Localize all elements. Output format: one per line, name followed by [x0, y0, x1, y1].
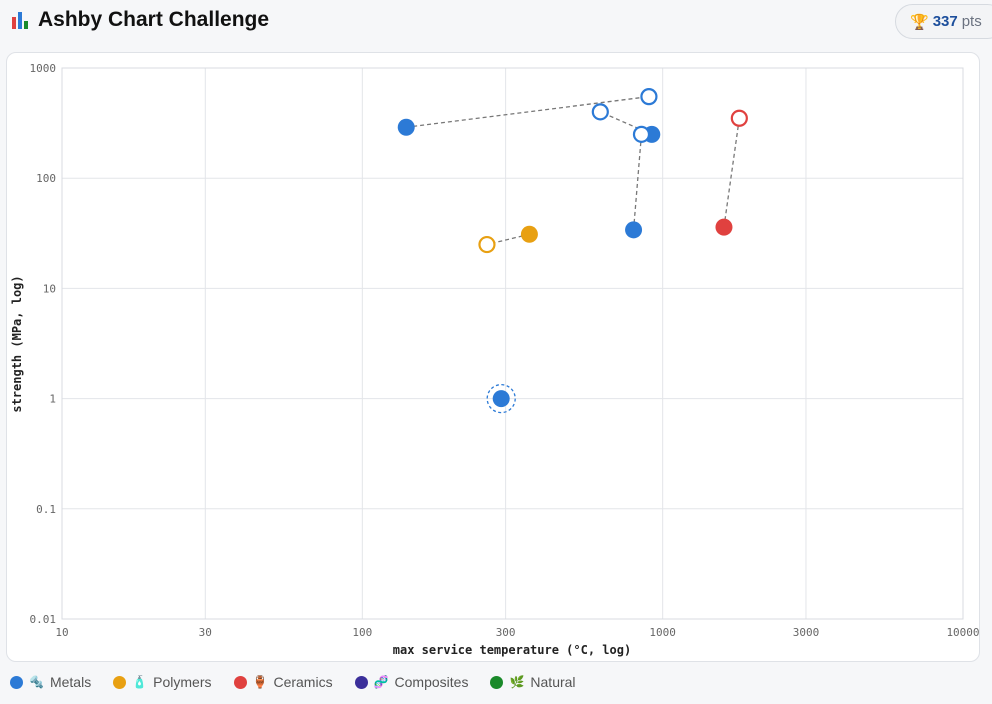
legend-dot [113, 675, 127, 689]
y-tick-label: 10 [43, 282, 56, 295]
x-tick-label: 10000 [946, 626, 979, 639]
bar-chart-icon [12, 11, 32, 29]
legend-item-ceramics[interactable]: 🏺 Ceramics [233, 674, 333, 690]
grid [61, 67, 964, 620]
y-tick-label: 1000 [30, 62, 57, 75]
header: Ashby Chart Challenge 🏆 337 pts [0, 0, 992, 44]
placed-point [715, 218, 733, 236]
point-pairs [397, 88, 748, 414]
x-tick-label: 300 [496, 626, 516, 639]
legend-dot [233, 675, 247, 689]
ashby-chart[interactable]: 10 30 100 300 1000 3000 10000 0.01 0.1 1 10 100 1000… [7, 53, 981, 663]
ceramics-icon: 🏺 [252, 675, 268, 689]
connector-line [406, 95, 650, 128]
legend-label: Composites [394, 674, 469, 690]
connector-line [632, 134, 643, 230]
x-tick-label: 3000 [793, 626, 820, 639]
legend-item-polymers[interactable]: 🧴 Polymers [113, 674, 212, 690]
connector-line [723, 118, 740, 228]
plot-frame [61, 67, 964, 620]
target-point [730, 109, 748, 127]
y-tick-label: 0.1 [36, 503, 56, 516]
placed-point [397, 118, 415, 136]
metals-icon: 🔩 [29, 675, 44, 689]
composites-icon: 🧬 [373, 675, 389, 689]
y-tick-label: 100 [36, 172, 56, 185]
natural-icon: 🌿 [509, 675, 525, 689]
score-value: 337 [932, 13, 958, 30]
legend-label: Metals [49, 674, 92, 690]
legend: 🔩 Metals 🧴 Polymers 🏺 Ceramics 🧬 Composites 🌿 Nat… [10, 674, 576, 690]
x-axis-label: max service temperature (°C, log) [393, 643, 631, 657]
legend-item-metals[interactable]: 🔩 Metals [10, 674, 91, 690]
selected-point[interactable] [492, 390, 510, 408]
selected-ring [486, 383, 516, 414]
x-tick-label: 1000 [649, 626, 676, 639]
trophy-icon: 🏆 [910, 13, 929, 31]
legend-item-natural[interactable]: 🌿 Natural [490, 674, 576, 690]
legend-dot [354, 675, 368, 689]
legend-item-composites[interactable]: 🧬 Composites [354, 674, 469, 690]
placed-point [625, 221, 643, 239]
legend-label: Ceramics [273, 674, 333, 690]
y-tick-label: 0.01 [30, 613, 57, 626]
legend-dot [10, 675, 23, 689]
placed-point [520, 225, 538, 243]
tick-labels: 10 30 100 300 1000 3000 10000 0.01 0.1 1 10 100 1000 [30, 62, 980, 639]
target-point [640, 88, 658, 106]
y-axis-label: strength (MPa, log) [10, 275, 24, 412]
score-badge: 🏆 337 pts [895, 4, 992, 39]
target-point [478, 235, 496, 254]
target-point [632, 125, 651, 143]
x-tick-label: 100 [352, 626, 372, 639]
x-tick-label: 30 [199, 626, 212, 639]
y-tick-label: 1 [49, 393, 56, 406]
page-title: Ashby Chart Challenge [12, 8, 269, 32]
chart-card: 10 30 100 300 1000 3000 10000 0.01 0.1 1 10 100 1000… [6, 52, 980, 662]
legend-label: Polymers [153, 674, 212, 690]
legend-label: Natural [530, 674, 576, 690]
score-unit: pts [961, 13, 982, 30]
page-title-text: Ashby Chart Challenge [38, 8, 270, 31]
x-tick-label: 10 [55, 626, 68, 639]
target-point [591, 103, 609, 121]
legend-dot [490, 675, 504, 689]
polymers-icon: 🧴 [132, 675, 148, 689]
